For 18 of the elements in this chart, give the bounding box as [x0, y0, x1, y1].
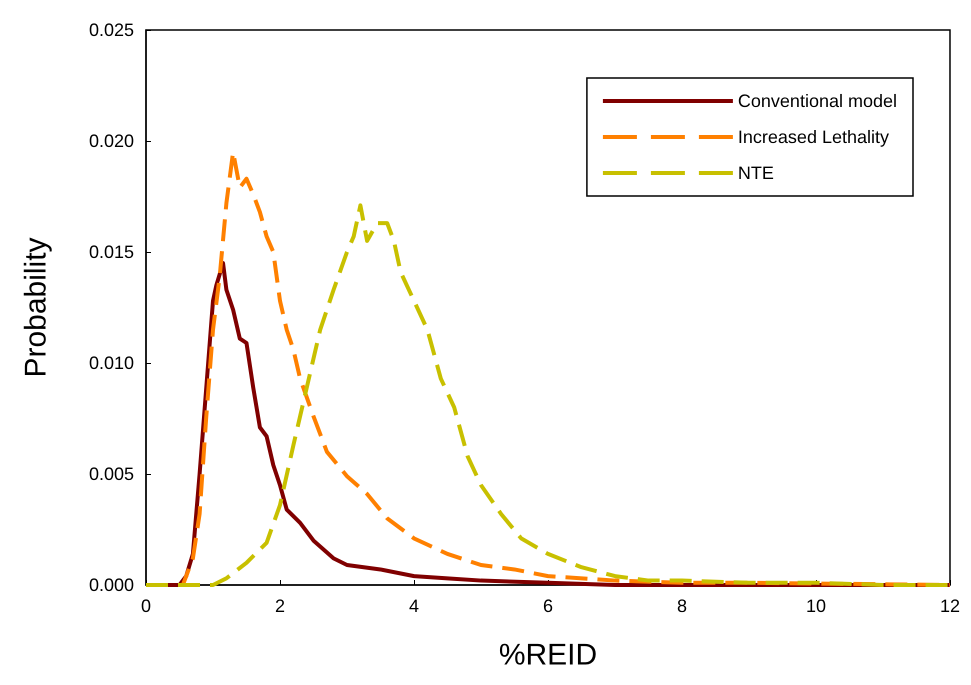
x-tick-label: 10	[806, 596, 826, 616]
x-tick-label: 2	[274, 596, 286, 616]
x-axis-title: %REID	[498, 638, 598, 672]
x-tick-label: 6	[542, 596, 553, 616]
y-tick-label: 0.015	[88, 242, 134, 262]
y-tick-label: 0.025	[88, 20, 134, 40]
legend-label: Increased Lethality	[738, 127, 889, 147]
x-tick-label: 0	[140, 596, 152, 616]
x-tick-label: 8	[676, 596, 687, 616]
y-tick-label: 0.000	[88, 575, 134, 595]
legend-label: Conventional model	[738, 91, 898, 111]
y-tick-label: 0.020	[88, 131, 134, 151]
y-tick-label: 0.005	[88, 464, 134, 484]
x-tick-label: 4	[408, 596, 420, 616]
y-tick-label: 0.010	[88, 353, 134, 373]
y-axis-title: Probability	[20, 237, 52, 378]
x-tick-label: 12	[940, 596, 960, 616]
legend-label: NTE	[738, 163, 774, 183]
